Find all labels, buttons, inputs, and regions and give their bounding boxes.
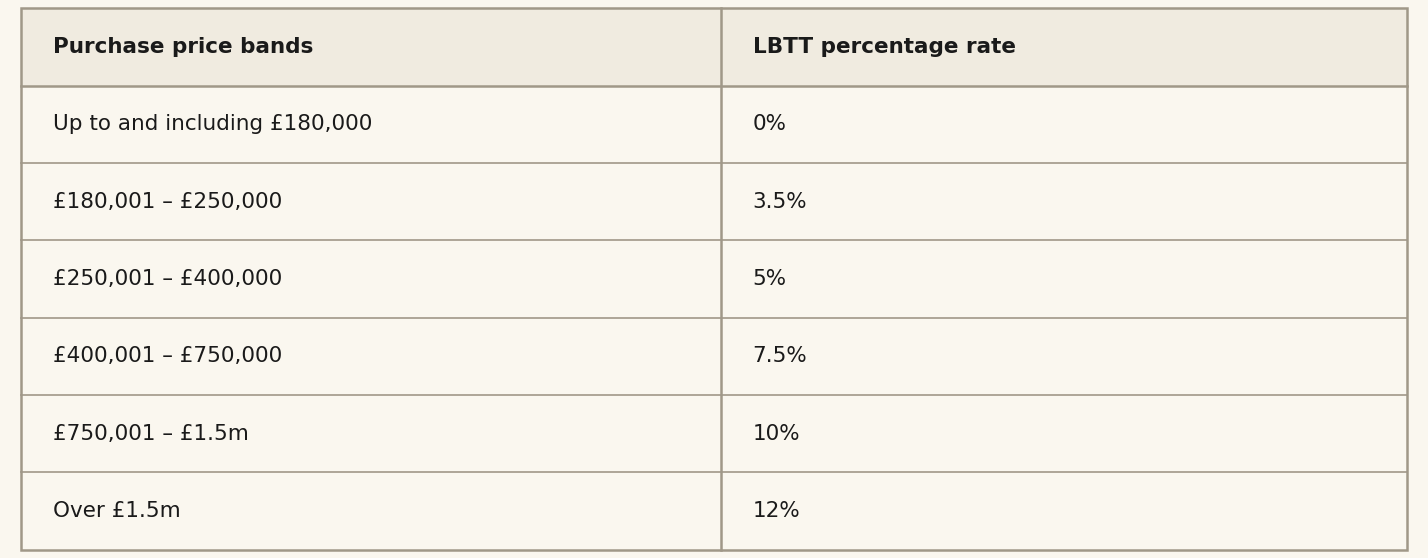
Text: Up to and including £180,000: Up to and including £180,000	[53, 114, 373, 134]
Text: £250,001 – £400,000: £250,001 – £400,000	[53, 269, 283, 289]
Text: 7.5%: 7.5%	[753, 347, 807, 366]
Text: Over £1.5m: Over £1.5m	[53, 501, 180, 521]
Text: 12%: 12%	[753, 501, 800, 521]
Text: £750,001 – £1.5m: £750,001 – £1.5m	[53, 424, 248, 444]
Text: Purchase price bands: Purchase price bands	[53, 37, 313, 57]
Text: 5%: 5%	[753, 269, 787, 289]
Text: 0%: 0%	[753, 114, 787, 134]
Text: £400,001 – £750,000: £400,001 – £750,000	[53, 347, 283, 366]
Text: 3.5%: 3.5%	[753, 192, 807, 211]
Text: 10%: 10%	[753, 424, 800, 444]
Text: £180,001 – £250,000: £180,001 – £250,000	[53, 192, 283, 211]
Bar	[21, 8, 1407, 86]
Text: LBTT percentage rate: LBTT percentage rate	[753, 37, 1015, 57]
